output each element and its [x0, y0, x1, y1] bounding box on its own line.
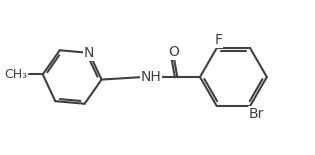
Text: N: N	[84, 46, 94, 60]
Text: Br: Br	[248, 107, 264, 121]
Text: CH₃: CH₃	[4, 68, 27, 81]
Text: F: F	[215, 33, 223, 47]
Text: NH: NH	[140, 70, 161, 84]
Text: O: O	[168, 45, 179, 59]
